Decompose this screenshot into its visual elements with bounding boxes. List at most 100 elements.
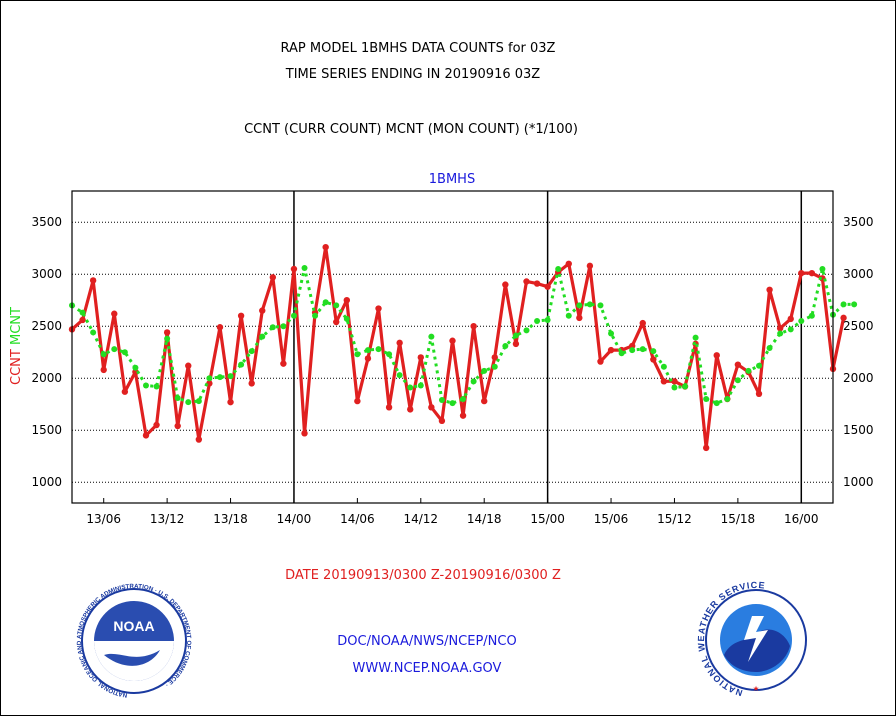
data-point-mcnt [639, 346, 646, 353]
data-point-ccnt [459, 412, 467, 419]
data-point-ccnt [586, 262, 594, 270]
data-point-ccnt [449, 337, 456, 344]
x-tick-label: 14/12 [403, 512, 438, 526]
data-point-mcnt [333, 302, 340, 309]
data-point-ccnt [375, 305, 382, 312]
series-mcnt [69, 264, 858, 407]
data-point-mcnt [280, 323, 287, 330]
data-point-ccnt [607, 346, 615, 354]
data-point-ccnt [597, 358, 604, 365]
data-point-mcnt [301, 264, 308, 271]
data-point-mcnt [586, 301, 593, 308]
data-point-mcnt [79, 309, 86, 316]
data-point-ccnt [248, 380, 255, 387]
data-point-mcnt [428, 333, 435, 340]
data-point-mcnt [692, 334, 699, 341]
title-line-1: RAP MODEL 1BMHS DATA COUNTS for 03Z [281, 41, 556, 56]
data-point-ccnt [840, 314, 847, 322]
data-point-mcnt [819, 266, 826, 272]
data-point-ccnt [385, 404, 393, 411]
data-point-mcnt [798, 318, 805, 324]
data-point-ccnt [153, 421, 160, 429]
noaa-logo-text: NOAA [113, 618, 154, 634]
data-point-ccnt [89, 277, 97, 284]
data-point-ccnt [544, 283, 551, 290]
data-point-ccnt [650, 356, 657, 363]
data-point-ccnt [639, 319, 646, 327]
data-point-mcnt [650, 348, 657, 355]
chart-subtitle: CCNT (CURR COUNT) MCNT (MON COUNT) (*1/1… [244, 122, 578, 137]
x-tick-label: 15/12 [657, 512, 692, 526]
tick-layer: 1000 1000 1500 1500 2000 2000 2500 2500 3000 3000… [31, 215, 873, 526]
data-point-mcnt [312, 312, 319, 319]
y-tick-label-left: 3000 [31, 267, 62, 281]
data-point-mcnt [629, 347, 636, 354]
data-point-mcnt [618, 350, 625, 357]
data-point-mcnt [195, 398, 202, 405]
data-point-mcnt [512, 332, 519, 339]
data-point-mcnt [100, 351, 107, 358]
y-tick-label-right: 1000 [843, 475, 874, 489]
data-point-mcnt [808, 312, 815, 319]
data-point-mcnt [460, 396, 467, 402]
data-point-ccnt [185, 362, 192, 369]
data-point-ccnt [787, 315, 794, 323]
data-point-mcnt [185, 399, 192, 406]
data-point-mcnt [787, 326, 794, 333]
data-point-ccnt [438, 417, 446, 425]
x-tick-label: 13/18 [213, 512, 248, 526]
data-point-ccnt [121, 388, 129, 395]
data-point-mcnt [502, 342, 509, 349]
data-point-ccnt [533, 280, 541, 287]
data-point-mcnt [438, 397, 445, 404]
data-point-mcnt [290, 312, 297, 319]
footer-url[interactable]: WWW.NCEP.NOAA.GOV [353, 661, 502, 676]
data-point-ccnt [333, 318, 340, 326]
series-layer [68, 243, 858, 452]
data-point-mcnt [259, 333, 266, 340]
data-point-ccnt [713, 352, 720, 359]
data-point-ccnt [280, 360, 287, 367]
nws-logo: NATIONAL WEATHER SERVICE ★ [696, 580, 807, 698]
data-point-mcnt [491, 363, 498, 370]
data-point-ccnt [301, 430, 308, 437]
data-point-mcnt [248, 348, 255, 355]
noaa-logo: NOAA NATIONAL OCEANIC AND ATMOSPHERIC AD… [76, 583, 192, 699]
data-point-ccnt [100, 366, 107, 374]
data-point-mcnt [660, 363, 667, 370]
data-point-ccnt [195, 436, 203, 443]
data-point-ccnt [132, 368, 139, 376]
data-point-ccnt [565, 260, 572, 267]
y-tick-label-right: 2000 [843, 371, 874, 385]
data-point-mcnt [713, 400, 720, 407]
x-tick-label: 13/06 [86, 512, 121, 526]
data-point-mcnt [354, 351, 361, 358]
data-point-mcnt [724, 396, 731, 402]
data-point-mcnt [671, 384, 678, 391]
data-point-mcnt [364, 347, 371, 354]
nws-star-icon: ★ [753, 683, 759, 694]
x-tick-label: 16/00 [784, 512, 819, 526]
data-point-ccnt [237, 312, 245, 319]
footer-org: DOC/NOAA/NWS/NCEP/NCO [337, 634, 516, 649]
data-point-ccnt [322, 243, 329, 251]
y-tick-label-left: 2000 [31, 371, 62, 385]
data-point-ccnt [174, 422, 181, 430]
data-point-mcnt [121, 349, 128, 356]
data-point-ccnt [428, 404, 435, 411]
data-point-mcnt [417, 382, 424, 389]
data-point-ccnt [671, 378, 678, 385]
data-point-ccnt [734, 361, 742, 368]
data-point-ccnt [512, 340, 520, 348]
data-point-mcnt [238, 361, 245, 368]
data-point-mcnt [534, 318, 541, 324]
data-point-mcnt [745, 367, 752, 374]
data-point-ccnt [259, 307, 266, 314]
data-point-ccnt [79, 316, 86, 324]
data-point-ccnt [808, 269, 816, 277]
plot-border [71, 190, 834, 504]
x-tick-label: 14/00 [277, 512, 312, 526]
data-point-ccnt [481, 397, 488, 405]
data-point-ccnt [470, 323, 477, 330]
